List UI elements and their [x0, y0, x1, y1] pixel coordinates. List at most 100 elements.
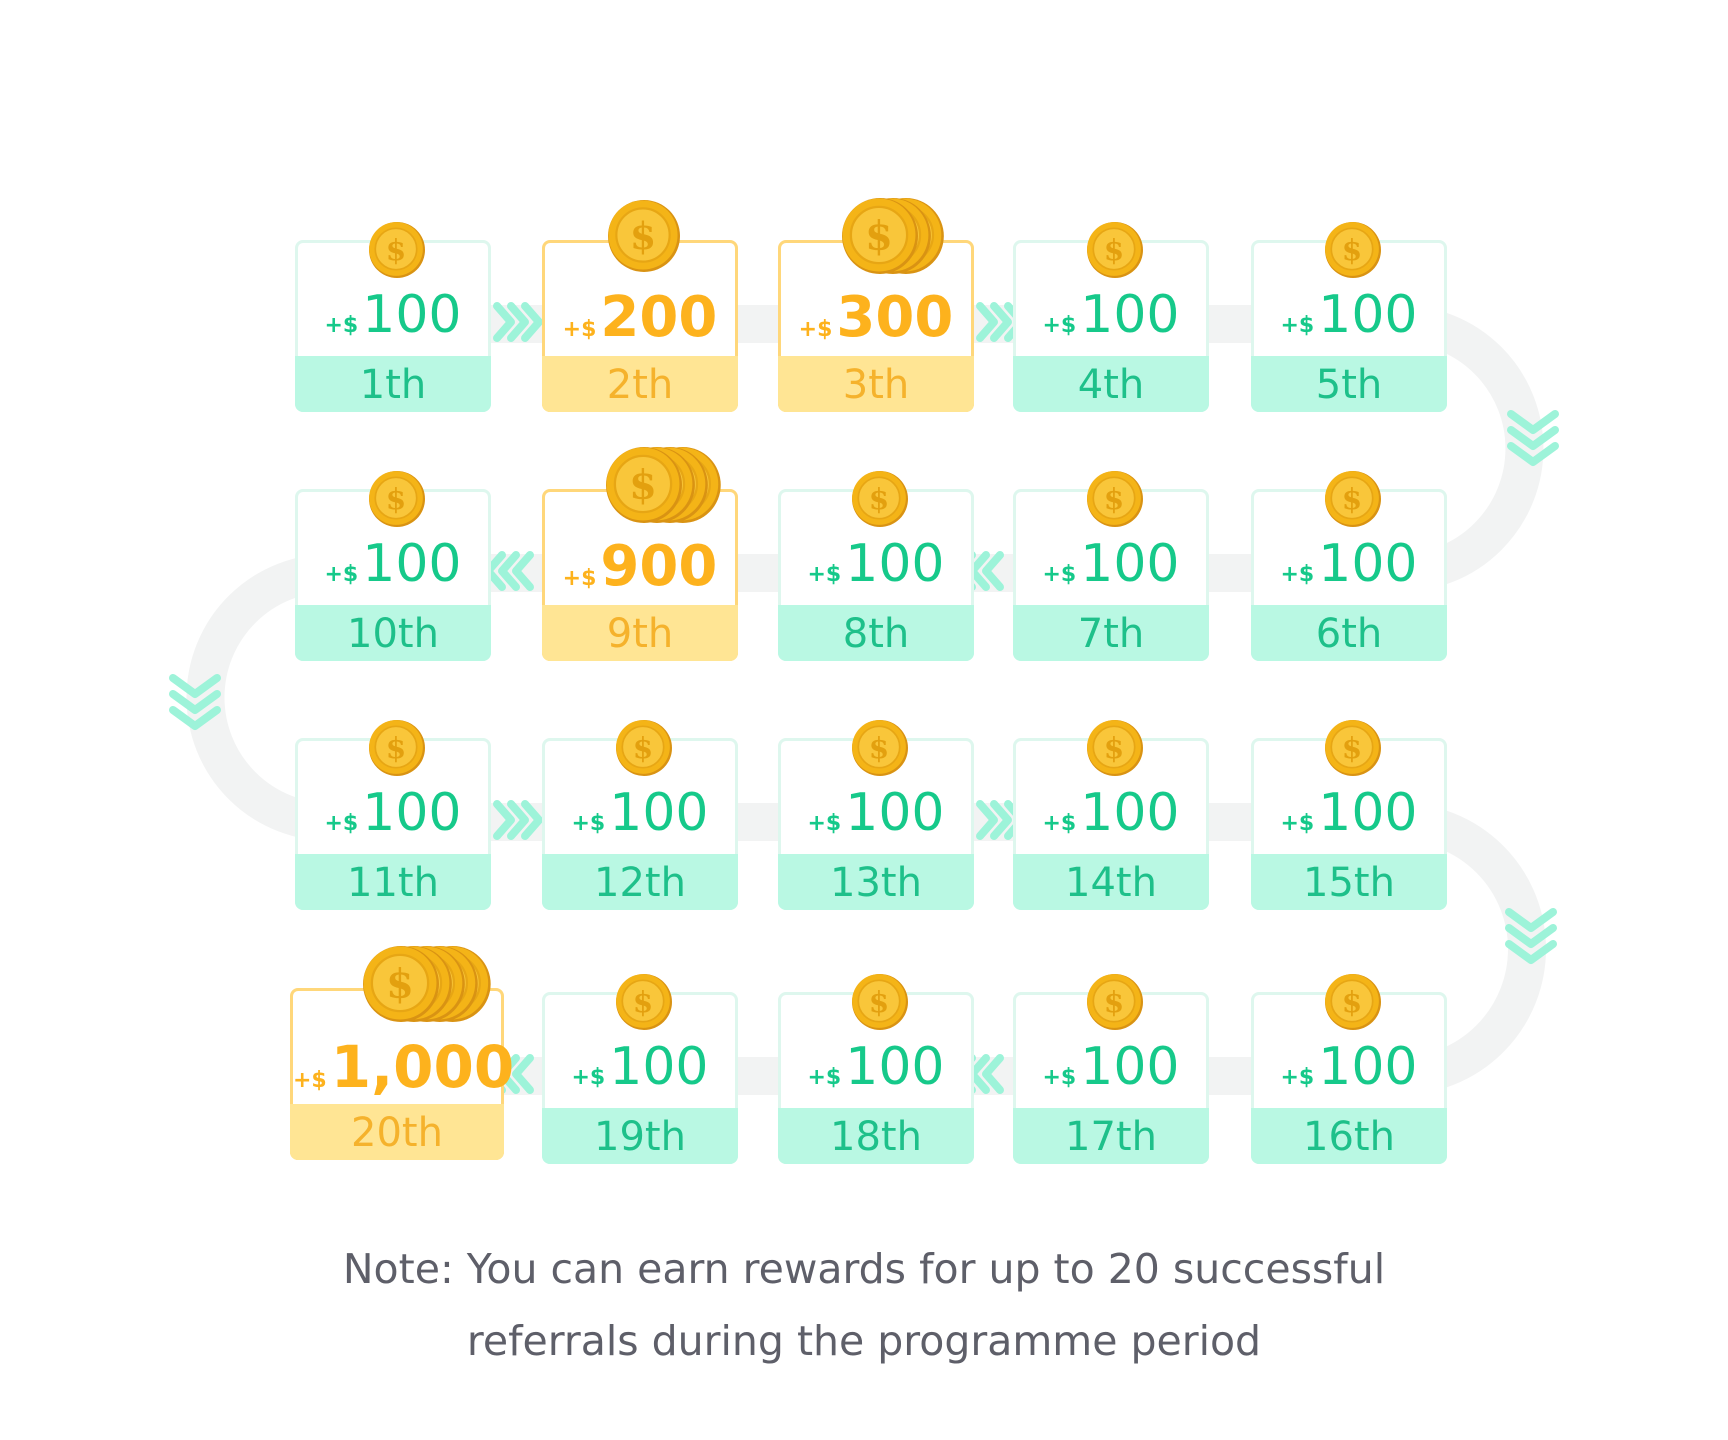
- dollar-coin-icon: $: [367, 469, 427, 534]
- svg-text:$: $: [1342, 232, 1362, 267]
- dollar-coin-icon: $: [367, 718, 427, 783]
- svg-text:$: $: [869, 984, 889, 1019]
- referral-rank-label: 4th: [1013, 356, 1209, 412]
- chevron-down-arrow-icon: [169, 674, 221, 730]
- svg-text:$: $: [386, 962, 414, 1008]
- referral-rank-label: 20th: [290, 1104, 504, 1160]
- dollar-coin-icon: $: [614, 972, 674, 1037]
- reward-card-1th: +$100 1th: [295, 240, 491, 412]
- svg-text:$: $: [869, 730, 889, 765]
- referral-rank-label: 9th: [542, 605, 738, 661]
- reward-card-11th: +$100 11th: [295, 738, 491, 910]
- reward-amount: +$100: [1016, 534, 1206, 606]
- currency-prefix: +$: [324, 313, 359, 338]
- reward-value: 100: [1318, 1037, 1418, 1097]
- referral-rank-label: 14th: [1013, 854, 1209, 910]
- currency-prefix: +$: [293, 1068, 327, 1093]
- currency-prefix: +$: [324, 562, 359, 587]
- reward-amount: +$1,000: [293, 1033, 514, 1105]
- svg-text:$: $: [1342, 984, 1362, 1019]
- referral-rank-label: 8th: [778, 605, 974, 661]
- referral-rank-label: 16th: [1251, 1108, 1447, 1164]
- dollar-coin-icon: $: [1085, 718, 1145, 783]
- note-line-1: Note: You can earn rewards for up to 20 …: [342, 1245, 1386, 1293]
- svg-text:$: $: [633, 984, 653, 1019]
- reward-card-13th: +$100 13th: [778, 738, 974, 910]
- reward-amount: +$100: [1254, 1037, 1444, 1109]
- reward-value: 100: [362, 783, 462, 843]
- referral-rank-label: 2th: [542, 356, 738, 412]
- dollar-coin-icon: $: [1323, 469, 1383, 534]
- dollar-coin-icon: $: [1323, 972, 1383, 1037]
- reward-card-6th: +$100 6th: [1251, 489, 1447, 661]
- currency-prefix: +$: [1280, 1065, 1315, 1090]
- reward-card-2th: +$200 2th: [542, 240, 738, 412]
- referral-rank-label: 13th: [778, 854, 974, 910]
- reward-amount: +$100: [781, 1037, 971, 1109]
- referral-rank-label: 7th: [1013, 605, 1209, 661]
- reward-value: 100: [1080, 534, 1180, 594]
- dollar-coin-icon: $: [840, 196, 946, 281]
- dollar-coin-icon: $: [1323, 718, 1383, 783]
- reward-value: 100: [362, 534, 462, 594]
- reward-value: 100: [609, 1037, 709, 1097]
- reward-value: 300: [836, 285, 954, 350]
- dollar-coin-icon: $: [850, 972, 910, 1037]
- reward-value: 900: [600, 534, 718, 599]
- svg-text:$: $: [1104, 481, 1124, 516]
- dollar-coin-icon: $: [361, 944, 493, 1029]
- dollar-coin-icon: $: [614, 718, 674, 783]
- reward-amount: +$100: [781, 534, 971, 606]
- currency-prefix: +$: [324, 811, 359, 836]
- currency-prefix: +$: [1042, 313, 1077, 338]
- reward-amount: +$300: [781, 285, 971, 357]
- referral-rank-label: 11th: [295, 854, 491, 910]
- svg-text:$: $: [386, 481, 406, 516]
- svg-text:$: $: [629, 463, 657, 509]
- reward-amount: +$100: [1016, 1037, 1206, 1109]
- referral-rank-label: 5th: [1251, 356, 1447, 412]
- referral-rank-label: 1th: [295, 356, 491, 412]
- currency-prefix: +$: [562, 566, 597, 591]
- referral-rank-label: 19th: [542, 1108, 738, 1164]
- currency-prefix: +$: [1042, 1065, 1077, 1090]
- currency-prefix: +$: [1042, 562, 1077, 587]
- dollar-coin-icon: $: [850, 469, 910, 534]
- reward-amount: +$100: [545, 1037, 735, 1109]
- currency-prefix: +$: [798, 317, 833, 342]
- reward-value: 100: [1080, 783, 1180, 843]
- reward-value: 100: [845, 783, 945, 843]
- referral-rank-label: 10th: [295, 605, 491, 661]
- reward-value: 100: [845, 534, 945, 594]
- referral-rank-label: 18th: [778, 1108, 974, 1164]
- reward-amount: +$100: [1016, 783, 1206, 855]
- reward-value: 100: [1080, 1037, 1180, 1097]
- reward-value: 1,000: [330, 1033, 515, 1101]
- svg-text:$: $: [1104, 730, 1124, 765]
- reward-card-15th: +$100 15th: [1251, 738, 1447, 910]
- referral-rank-label: 15th: [1251, 854, 1447, 910]
- note-line-2: referrals during the programme period: [466, 1317, 1262, 1365]
- reward-amount: +$100: [1254, 285, 1444, 357]
- svg-text:$: $: [386, 232, 406, 267]
- reward-card-3th: +$300 3th: [778, 240, 974, 412]
- currency-prefix: +$: [1280, 811, 1315, 836]
- reward-amount: +$200: [545, 285, 735, 357]
- reward-card-7th: +$100 7th: [1013, 489, 1209, 661]
- chevron-down-arrow-icon: [1507, 410, 1559, 466]
- dollar-coin-icon: $: [1323, 220, 1383, 285]
- referral-rank-label: 12th: [542, 854, 738, 910]
- currency-prefix: +$: [1280, 562, 1315, 587]
- reward-card-14th: +$100 14th: [1013, 738, 1209, 910]
- reward-value: 100: [845, 1037, 945, 1097]
- currency-prefix: +$: [562, 317, 597, 342]
- svg-text:$: $: [1342, 730, 1362, 765]
- reward-value: 100: [1080, 285, 1180, 345]
- dollar-coin-icon: $: [850, 718, 910, 783]
- chevron-double-arrow-icon: [493, 800, 543, 840]
- currency-prefix: +$: [1042, 811, 1077, 836]
- reward-amount: +$100: [1254, 783, 1444, 855]
- reward-amount: +$100: [1254, 534, 1444, 606]
- reward-amount: +$100: [1016, 285, 1206, 357]
